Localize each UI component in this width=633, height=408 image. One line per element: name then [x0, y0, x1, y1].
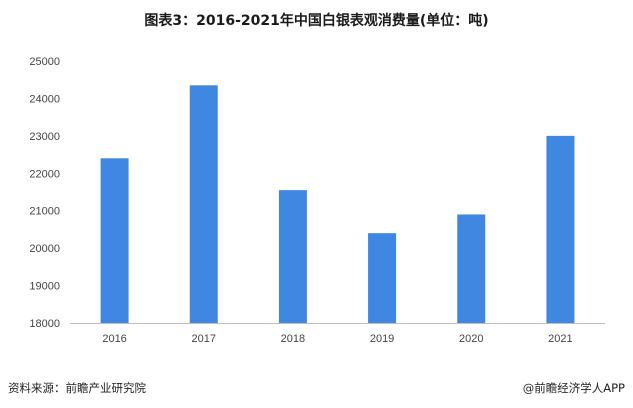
x-tick-label: 2021 — [548, 333, 572, 345]
y-tick-label: 22000 — [29, 168, 60, 180]
bars — [100, 85, 575, 323]
x-tick-label: 2017 — [192, 333, 216, 345]
y-tick-label: 25000 — [29, 56, 60, 68]
bar-2021 — [546, 135, 575, 323]
x-tick-label: 2019 — [370, 333, 394, 345]
x-tick-label: 2020 — [459, 333, 483, 345]
x-axis-ticks: 2016 2017 2018 2019 2020 2021 — [102, 333, 572, 345]
y-tick-label: 20000 — [29, 243, 60, 255]
y-tick-label: 24000 — [29, 93, 60, 105]
bar-2017 — [189, 85, 218, 323]
x-tick-label: 2018 — [281, 333, 305, 345]
y-tick-label: 21000 — [29, 206, 60, 218]
y-tick-label: 18000 — [29, 318, 60, 330]
bar-2016 — [100, 158, 129, 323]
y-tick-label: 19000 — [29, 281, 60, 293]
source-note: 资料来源：前瞻产业研究院 — [8, 381, 146, 395]
bar-2020 — [457, 214, 486, 323]
chart-title: 图表3：2016-2021年中国白银表观消费量(单位：吨) — [144, 13, 489, 29]
bar-2019 — [368, 233, 397, 323]
credit-note: @前瞻经济学人APP — [522, 381, 625, 395]
x-tick-label: 2016 — [102, 333, 126, 345]
y-tick-label: 23000 — [29, 131, 60, 143]
bar-2018 — [278, 190, 307, 323]
y-axis-ticks: 18000 19000 20000 21000 22000 23000 24000 25000 — [29, 56, 60, 330]
